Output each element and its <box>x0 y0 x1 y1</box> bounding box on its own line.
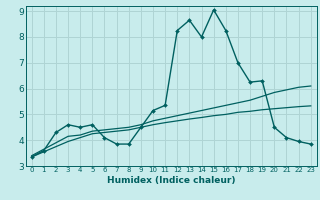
X-axis label: Humidex (Indice chaleur): Humidex (Indice chaleur) <box>107 176 236 185</box>
